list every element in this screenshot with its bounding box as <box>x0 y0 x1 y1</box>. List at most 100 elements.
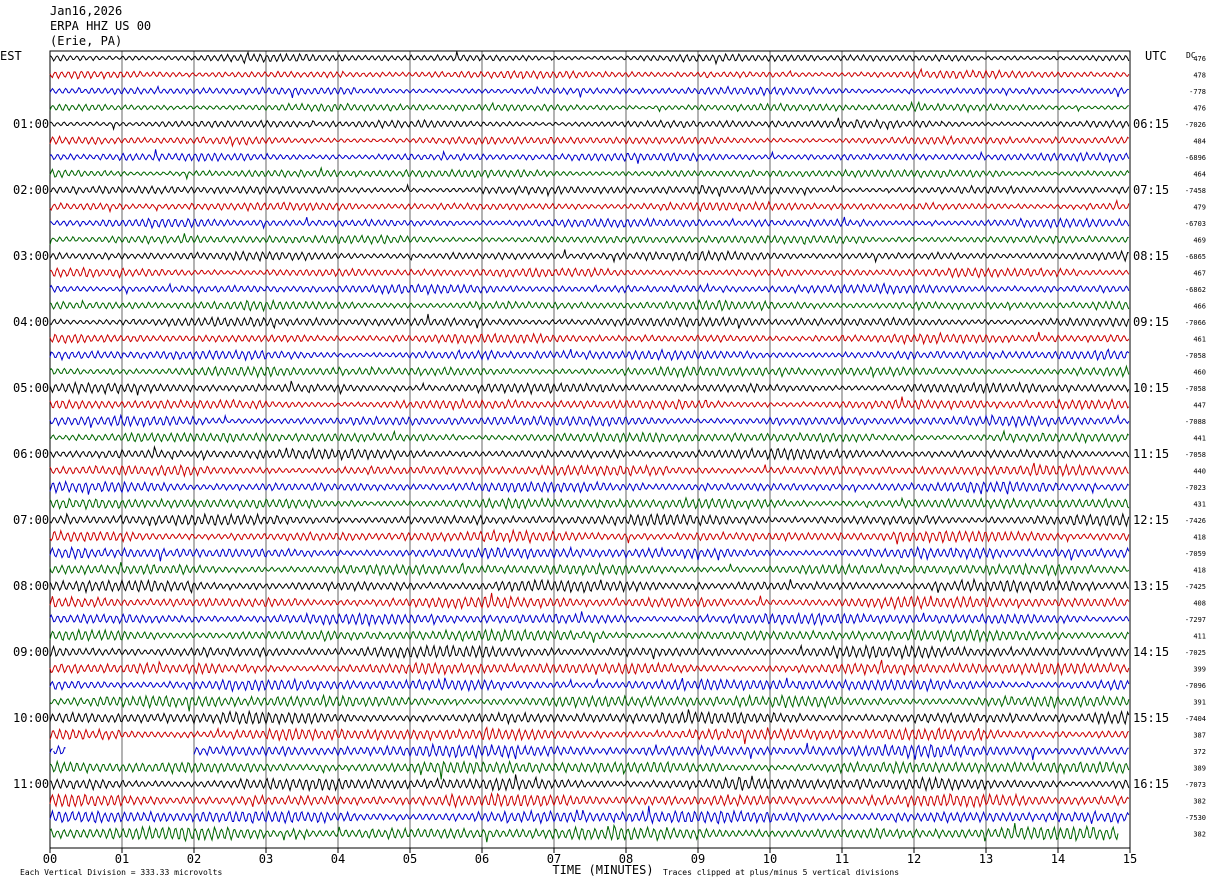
x-tick-label: 13 <box>979 852 993 866</box>
trace-row-4 <box>49 117 1130 132</box>
dc-offset-label: 447 <box>1193 402 1206 410</box>
trace-row-35 <box>49 627 1130 644</box>
dc-offset-label: -7530 <box>1185 814 1206 822</box>
trace-row-34 <box>49 611 1130 628</box>
trace-row-21 <box>49 396 1130 412</box>
x-tick-label: 08 <box>619 852 633 866</box>
trace-row-13 <box>49 266 1130 279</box>
trace-row-30 <box>49 545 1130 562</box>
dc-offset-label: -7297 <box>1185 616 1206 624</box>
dc-offset-label: 418 <box>1193 567 1206 575</box>
dc-offset-label: 387 <box>1193 732 1206 740</box>
trace-row-2 <box>49 84 1129 99</box>
trace-row-0 <box>49 50 1130 66</box>
right-hour-label: 14:15 <box>1133 645 1169 659</box>
trace-row-32 <box>49 577 1130 595</box>
trace-row-41 <box>49 726 1130 745</box>
left-hour-label: 03:00 <box>13 249 49 263</box>
x-tick-label: 09 <box>691 852 705 866</box>
dc-offset-label: 441 <box>1193 435 1206 443</box>
left-hour-label: 06:00 <box>13 447 49 461</box>
x-tick-label: 01 <box>115 852 129 866</box>
trace-row-17 <box>49 331 1130 346</box>
dc-offset-label: 479 <box>1193 204 1206 212</box>
trace-row-20 <box>49 380 1130 396</box>
dc-offset-label: -7073 <box>1185 781 1206 789</box>
dc-offset-label: -6896 <box>1185 154 1206 162</box>
dc-offset-label: -778 <box>1189 88 1206 96</box>
trace-row-22 <box>49 413 1130 429</box>
dc-offset-label: 478 <box>1193 72 1206 80</box>
dc-label: DC <box>1186 51 1196 60</box>
trace-row-46 <box>49 805 1130 825</box>
plot-frame <box>49 50 1131 849</box>
trace-row-42 <box>53 744 66 755</box>
left-hour-label: 08:00 <box>13 579 49 593</box>
dc-offset-label: 440 <box>1193 468 1206 476</box>
trace-row-14 <box>49 282 1130 296</box>
x-tick-label: 02 <box>187 852 201 866</box>
left-hour-label: 01:00 <box>13 117 49 131</box>
trace-row-11 <box>49 233 1129 246</box>
left-hour-label: 07:00 <box>13 513 49 527</box>
dc-offset-label: -7066 <box>1185 319 1206 327</box>
dc-offset-label: -7059 <box>1185 550 1206 558</box>
trace-row-38 <box>49 677 1130 693</box>
trace-row-43 <box>49 759 1130 780</box>
trace-row-45 <box>49 791 1130 809</box>
trace-row-18 <box>49 348 1130 362</box>
dc-offset-label: -7426 <box>1185 517 1206 525</box>
x-tick-label: 12 <box>907 852 921 866</box>
x-tick-label: 06 <box>475 852 489 866</box>
trace-row-40 <box>49 709 1130 726</box>
x-tick-label: 03 <box>259 852 273 866</box>
dc-offset-label: 464 <box>1193 171 1206 179</box>
header-date: Jan16,2026 <box>50 4 123 18</box>
right-hour-label: 07:15 <box>1133 183 1169 197</box>
dc-offset-label: 418 <box>1193 534 1206 542</box>
trace-row-24 <box>49 445 1130 462</box>
trace-row-42 <box>193 742 1129 761</box>
x-tick-label: 00 <box>43 852 57 866</box>
right-hour-label: 08:15 <box>1133 249 1169 263</box>
dc-offset-label: -7025 <box>1185 649 1206 657</box>
dc-offset-label: 476 <box>1193 55 1206 63</box>
dc-offset-label: 469 <box>1193 237 1206 245</box>
right-timezone-label: UTC <box>1145 49 1167 63</box>
trace-row-39 <box>49 693 1130 712</box>
dc-offset-label: 399 <box>1193 666 1206 674</box>
trace-row-9 <box>49 198 1130 214</box>
trace-row-3 <box>49 100 1129 114</box>
dc-offset-label: 382 <box>1193 798 1206 806</box>
dc-offset-label: -7096 <box>1185 682 1206 690</box>
right-hour-label: 06:15 <box>1133 117 1169 131</box>
dc-offset-label: -7458 <box>1185 187 1206 195</box>
trace-row-42 <box>49 748 53 754</box>
dc-offset-label: 408 <box>1193 600 1206 608</box>
dc-offset-label: 372 <box>1193 748 1206 756</box>
x-tick-label: 10 <box>763 852 777 866</box>
dc-offset-label: -6703 <box>1185 220 1206 228</box>
dc-offset-label: 484 <box>1193 138 1206 146</box>
dc-offset-label: -6865 <box>1185 253 1206 261</box>
dc-offset-label: 389 <box>1193 765 1206 773</box>
dc-offset-label: 460 <box>1193 369 1206 377</box>
dc-offset-label: -7088 <box>1185 418 1206 426</box>
dc-offset-label: -7404 <box>1185 715 1206 723</box>
dc-offset-label: 476 <box>1193 105 1206 113</box>
header-station: ERPA HHZ US 00 <box>50 19 152 33</box>
header-location: (Erie, PA) <box>50 34 123 48</box>
trace-row-28 <box>49 512 1130 528</box>
left-hour-label: 02:00 <box>13 183 49 197</box>
dc-offset-label: 466 <box>1193 303 1206 311</box>
dc-offset-label: 431 <box>1193 501 1206 509</box>
trace-row-15 <box>49 298 1130 313</box>
dc-offset-label: -7058 <box>1185 385 1206 393</box>
dc-offset-label: -7026 <box>1185 121 1206 129</box>
dc-offset-label: 461 <box>1193 336 1206 344</box>
trace-row-36 <box>49 643 1130 661</box>
dc-offset-label: 391 <box>1193 699 1206 707</box>
x-tick-label: 07 <box>547 852 561 866</box>
right-hour-label: 13:15 <box>1133 579 1169 593</box>
axis-labels: EST UTC DC 01:00 02:00 03:00 04:00 05:00 06:00 07… <box>0 49 1206 877</box>
